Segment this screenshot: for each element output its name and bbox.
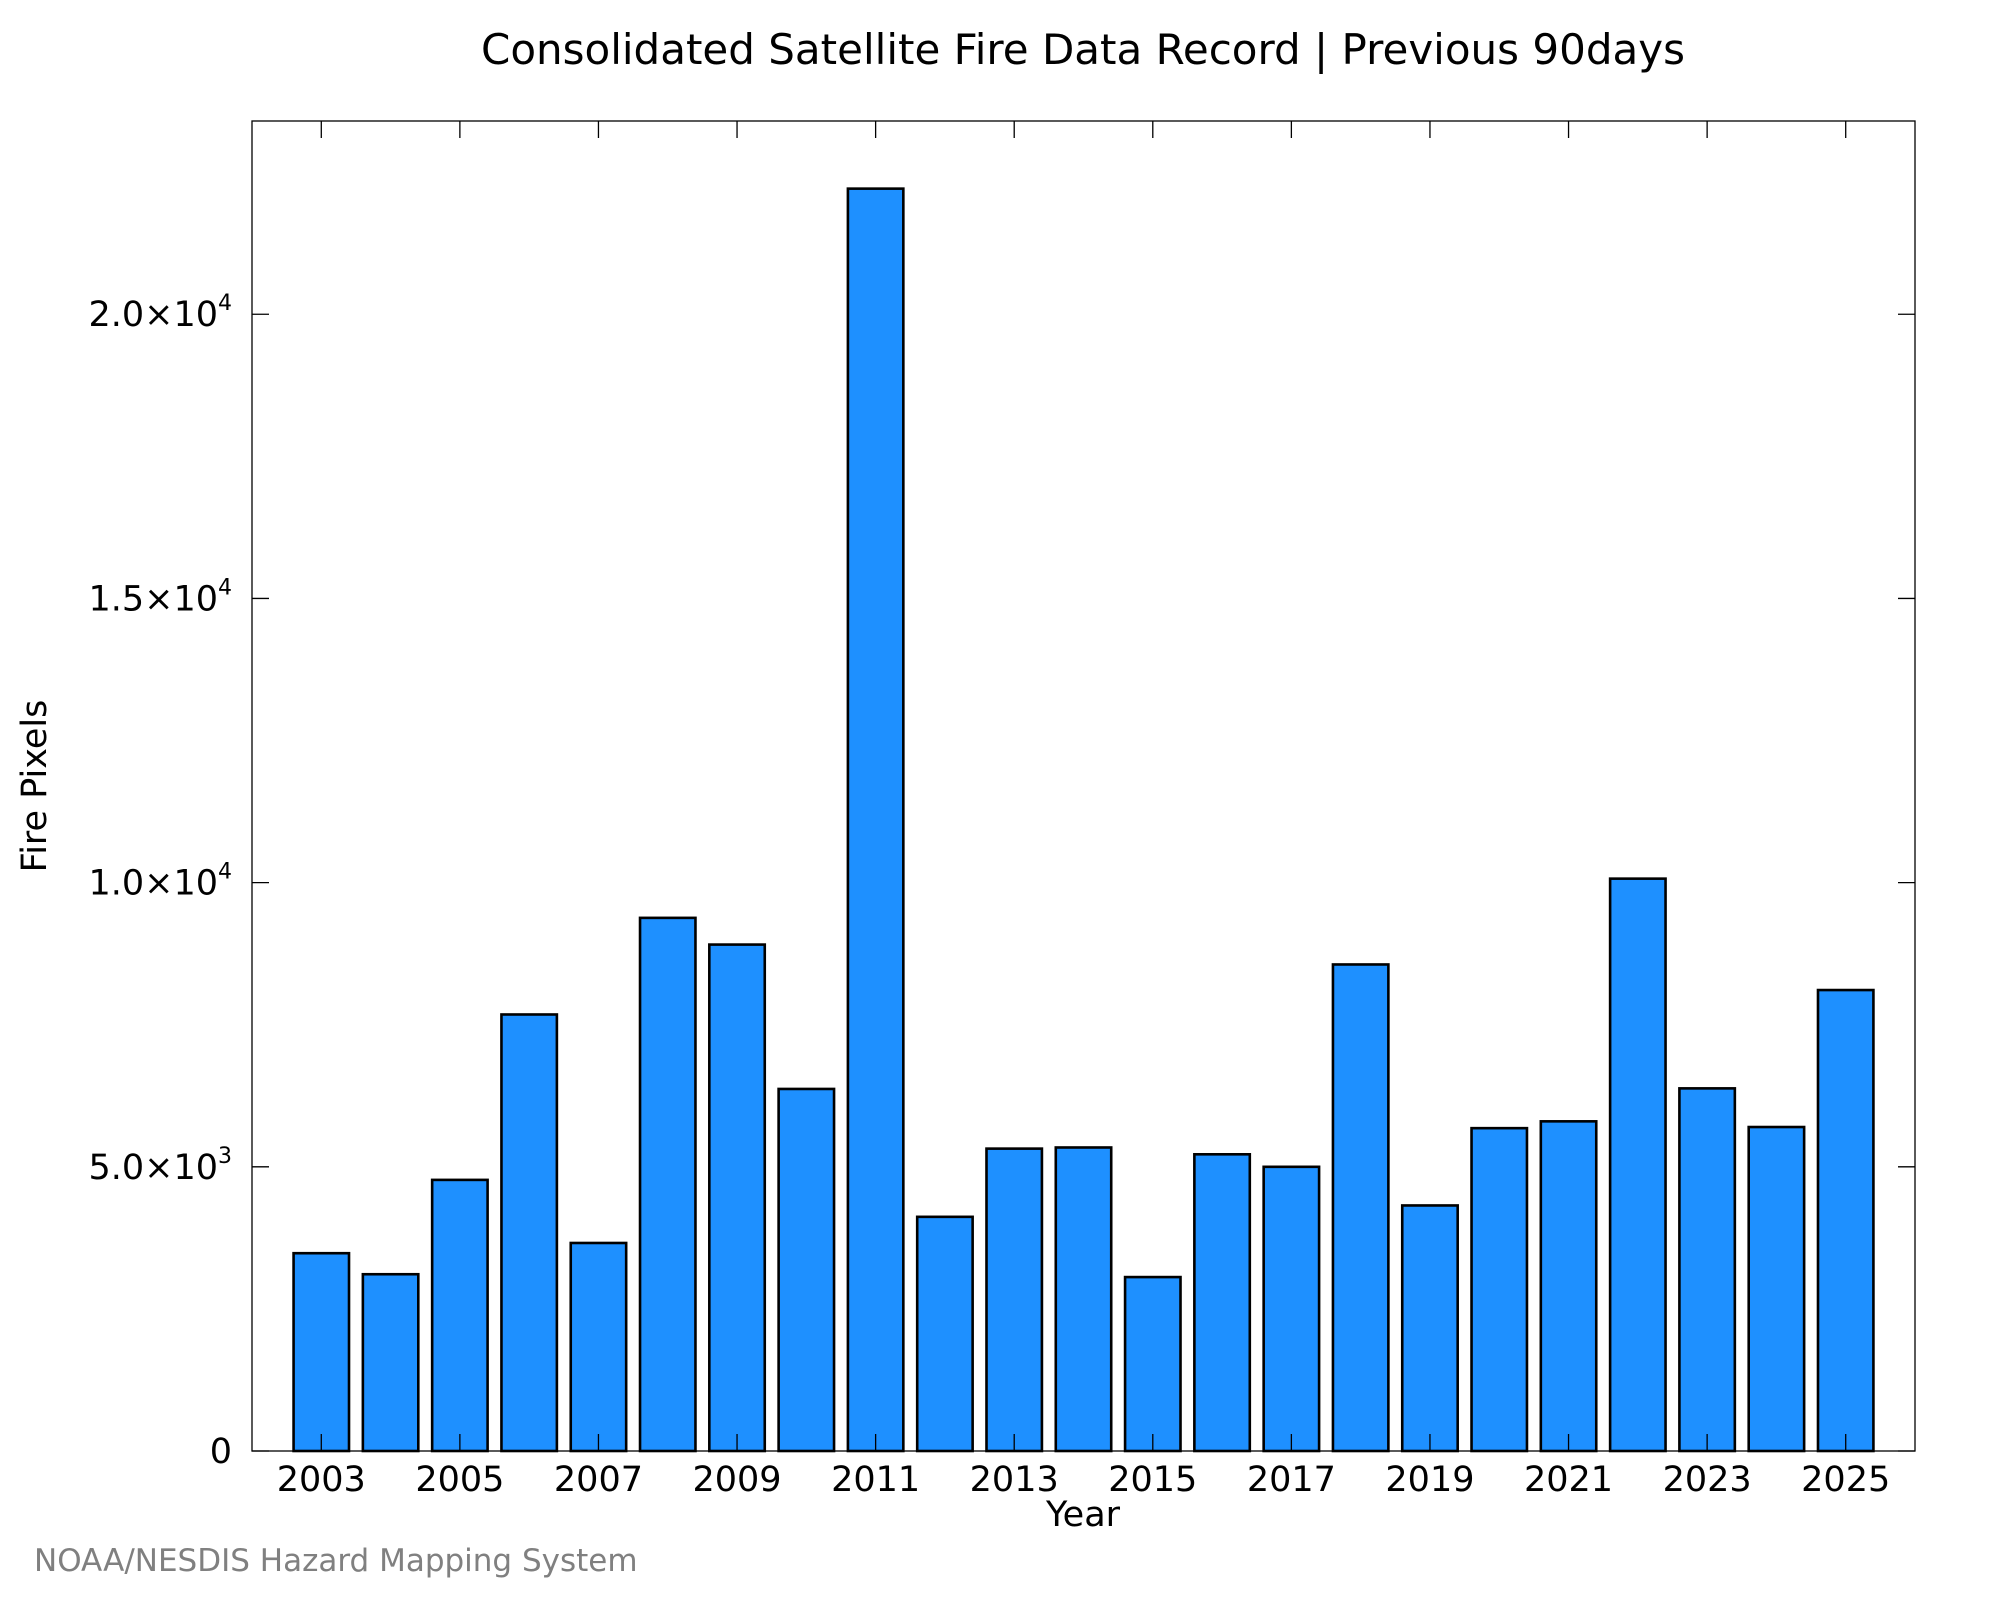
bar-2006 [500,1013,559,1453]
y-axis-label: Fire Pixels [15,700,55,873]
bar-2007 [569,1241,628,1453]
x-tick-label: 2003 [277,1460,366,1500]
x-tick-label: 2021 [1524,1460,1613,1500]
y-tick-label: 0 [210,1432,232,1472]
bar-2020 [1470,1126,1529,1453]
x-tick-label: 2011 [831,1460,920,1500]
x-tick-label: 2009 [693,1460,782,1500]
bar-2005 [430,1178,489,1453]
bars-group [292,187,1875,1453]
x-tick-label: 2015 [1108,1460,1197,1500]
bar-2013 [985,1147,1044,1453]
bar-2021 [1539,1120,1598,1453]
x-axis-label: Year [1045,1495,1121,1535]
bar-2019 [1400,1204,1459,1453]
x-tick-label: 2017 [1247,1460,1336,1500]
bar-2016 [1193,1153,1252,1453]
bar-2004 [361,1272,420,1453]
chart-title: Consolidated Satellite Fire Data Record … [481,25,1685,74]
x-tick-label: 2013 [970,1460,1059,1500]
bar-2018 [1331,963,1390,1453]
ticks-group: 2003 2005 2007 2009 2011 2013 2015 2017 2019 2021… [88,121,1915,1500]
x-tick-label: 2025 [1801,1460,1890,1500]
y-tick-label: 1.5×104 [88,575,232,619]
bar-2025 [1816,988,1875,1453]
bar-2011 [846,187,905,1453]
bar-2009 [708,943,767,1453]
bar-2010 [777,1087,836,1453]
bar-2024 [1747,1125,1806,1453]
bar-2022 [1608,877,1667,1453]
bar-2003 [292,1251,351,1453]
y-tick-label: 1.0×104 [88,860,232,904]
bar-2008 [638,916,697,1453]
bar-2017 [1262,1165,1321,1453]
x-tick-label: 2007 [554,1460,643,1500]
bar-2023 [1678,1087,1737,1453]
credit-text: NOAA/NESDIS Hazard Mapping System [34,1543,638,1579]
y-tick-label: 5.0×103 [88,1144,232,1188]
bar-2014 [1054,1146,1113,1453]
x-tick-label: 2023 [1663,1460,1752,1500]
bar-2012 [915,1215,974,1453]
bar-2015 [1123,1275,1182,1453]
y-tick-label: 2.0×104 [88,291,232,335]
plot-frame [251,120,1916,1452]
x-tick-label: 2019 [1385,1460,1474,1500]
x-tick-label: 2005 [415,1460,504,1500]
